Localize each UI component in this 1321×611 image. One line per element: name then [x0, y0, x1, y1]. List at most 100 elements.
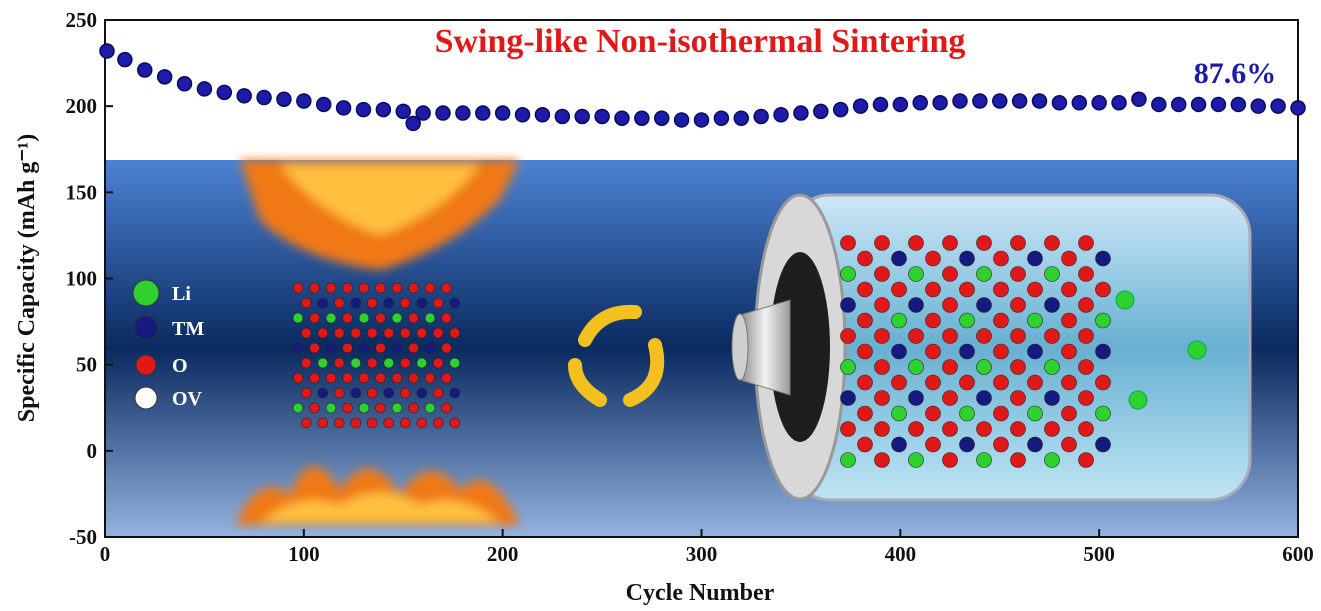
lattice-atom — [909, 422, 924, 437]
lattice-atom — [409, 343, 419, 353]
data-point — [655, 111, 669, 125]
lattice-atom — [351, 418, 361, 428]
lattice-atom — [1079, 453, 1094, 468]
lattice-atom — [367, 358, 377, 368]
lattice-atom — [858, 344, 873, 359]
data-point — [1192, 97, 1206, 111]
lattice-atom — [318, 298, 328, 308]
lattice-atom — [425, 373, 435, 383]
lattice-atom — [450, 418, 460, 428]
lattice-atom — [417, 298, 427, 308]
lattice-atom — [310, 403, 320, 413]
data-point — [1152, 97, 1166, 111]
lattice-atom — [1079, 329, 1094, 344]
lattice-atom — [977, 298, 992, 313]
lattice-atom — [1028, 375, 1043, 390]
lattice-atom — [351, 328, 361, 338]
legend-marker — [134, 316, 158, 340]
data-point — [695, 113, 709, 127]
lattice-atom — [1079, 298, 1094, 313]
data-point — [1132, 92, 1146, 106]
lattice-atom — [926, 313, 941, 328]
lattice-atom — [1011, 453, 1026, 468]
lattice-atom — [994, 344, 1009, 359]
lattice-atom — [318, 388, 328, 398]
lattice-atom — [909, 236, 924, 251]
lattice-atom — [326, 313, 336, 323]
lattice-atom — [417, 358, 427, 368]
lattice-atom — [926, 437, 941, 452]
lattice-atom — [875, 391, 890, 406]
lattice-atom — [310, 313, 320, 323]
lattice-atom — [858, 282, 873, 297]
annotation: 87.6% — [1194, 57, 1277, 90]
lattice-atom — [1096, 282, 1111, 297]
lattice-atom — [875, 267, 890, 282]
lattice-atom — [1028, 406, 1043, 421]
lattice-atom — [943, 236, 958, 251]
lattice-atom — [384, 328, 394, 338]
chart-title: Swing-like Non-isothermal Sintering — [435, 23, 966, 60]
data-point — [1092, 96, 1106, 110]
lattice-atom — [301, 358, 311, 368]
data-point — [396, 104, 410, 118]
y-tick-label: 200 — [66, 94, 98, 118]
data-point — [535, 108, 549, 122]
lattice-atom — [892, 406, 907, 421]
lattice-atom — [400, 358, 410, 368]
data-point — [933, 96, 947, 110]
lithium-ion — [1188, 341, 1206, 359]
lattice-atom — [875, 298, 890, 313]
lattice-atom — [442, 313, 452, 323]
lattice-atom — [858, 313, 873, 328]
x-tick-label: 200 — [487, 542, 519, 566]
lattice-atom — [301, 298, 311, 308]
lattice-atom — [841, 360, 856, 375]
lattice-atom — [384, 298, 394, 308]
chart: Swing-like Non-isothermal Sintering 87.6… — [0, 0, 1321, 611]
data-point — [100, 44, 114, 58]
lattice-atom — [367, 388, 377, 398]
lattice-atom — [376, 373, 386, 383]
data-point — [754, 110, 768, 124]
lattice-atom — [310, 283, 320, 293]
lattice-atom — [359, 373, 369, 383]
lattice-atom — [858, 406, 873, 421]
legend-marker — [136, 355, 156, 375]
data-point — [317, 97, 331, 111]
lattice-atom — [433, 388, 443, 398]
lattice-atom — [400, 388, 410, 398]
x-tick-label: 0 — [100, 542, 111, 566]
data-point — [516, 108, 530, 122]
lattice-atom — [433, 418, 443, 428]
lattice-atom — [293, 313, 303, 323]
lattice-atom — [1062, 282, 1077, 297]
lattice-atom — [376, 403, 386, 413]
lattice-atom — [977, 236, 992, 251]
lattice-atom — [875, 360, 890, 375]
data-point — [675, 113, 689, 127]
data-point — [774, 108, 788, 122]
data-point — [575, 110, 589, 124]
lattice-atom — [367, 298, 377, 308]
lattice-atom — [943, 329, 958, 344]
data-point — [436, 106, 450, 120]
lattice-atom — [343, 373, 353, 383]
lattice-atom — [977, 453, 992, 468]
lattice-atom — [343, 343, 353, 353]
lattice-atom — [1096, 344, 1111, 359]
lattice-atom — [293, 373, 303, 383]
lattice-atom — [400, 418, 410, 428]
data-point — [794, 106, 808, 120]
lattice-atom — [392, 283, 402, 293]
lattice-atom — [384, 358, 394, 368]
data-point — [356, 103, 370, 117]
lattice-atom — [960, 313, 975, 328]
lattice-atom — [1011, 422, 1026, 437]
data-point — [197, 82, 211, 96]
lattice-atom — [892, 282, 907, 297]
lattice-atom — [318, 418, 328, 428]
data-point — [1033, 94, 1047, 108]
lattice-atom — [359, 313, 369, 323]
lattice-atom — [409, 313, 419, 323]
